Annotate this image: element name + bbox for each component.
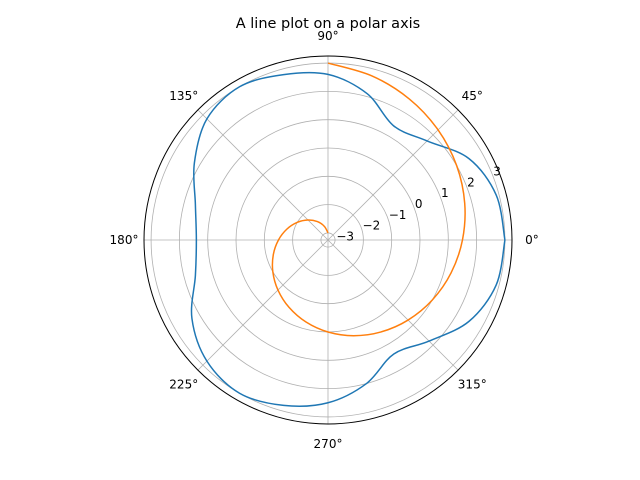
theta-tick-label: 90° (317, 29, 338, 43)
theta-tick-label: 315° (458, 377, 487, 391)
series-line-2 (271, 62, 466, 337)
theta-gridline (197, 239, 329, 371)
r-tick-label: 1 (441, 186, 449, 200)
r-tick-label: −3 (336, 230, 354, 244)
polar-spine (143, 55, 513, 425)
series-line-1 (190, 71, 506, 407)
r-tick-label: 3 (493, 165, 501, 179)
r-tick-label: −2 (363, 219, 381, 233)
polar-grid (144, 56, 512, 424)
theta-tick-label: 180° (110, 233, 139, 247)
r-tick-label: −1 (389, 208, 407, 222)
theta-tick-label: 225° (169, 377, 198, 391)
r-tick-label: 0 (415, 197, 423, 211)
tick-labels: 0° 45° 90° 135° 180° 225° 270° 315° −3 −2 −1 0 1 2 3 (110, 29, 539, 451)
r-tick-label: 2 (467, 175, 475, 189)
theta-tick-label: 135° (169, 89, 198, 103)
theta-gridline (197, 109, 329, 241)
theta-tick-label: 45° (462, 89, 483, 103)
theta-tick-label: 270° (314, 437, 343, 451)
chart-title: A line plot on a polar axis (236, 16, 420, 32)
theta-gridline (327, 109, 459, 241)
series-layer (190, 62, 506, 407)
theta-tick-label: 0° (525, 233, 539, 247)
theta-gridline (327, 239, 459, 371)
